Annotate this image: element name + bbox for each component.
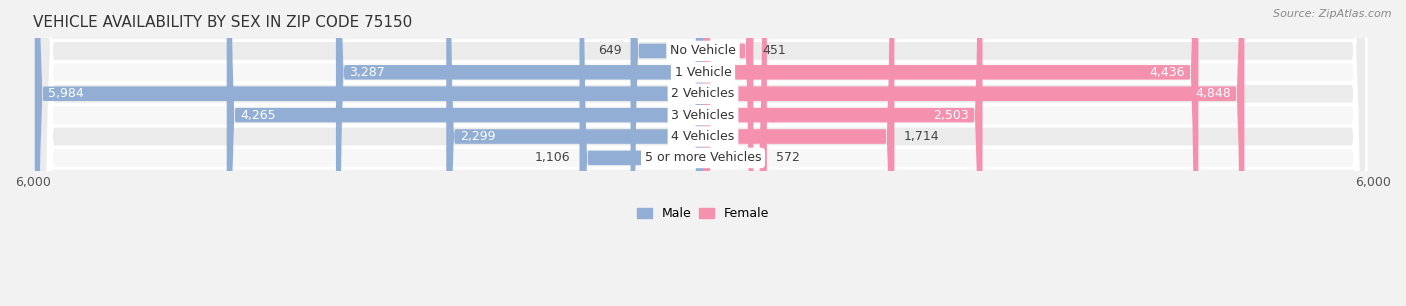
FancyBboxPatch shape (39, 0, 1367, 306)
FancyBboxPatch shape (703, 0, 1198, 306)
Text: 5,984: 5,984 (48, 87, 84, 100)
FancyBboxPatch shape (226, 0, 703, 306)
FancyBboxPatch shape (579, 0, 703, 306)
FancyBboxPatch shape (39, 0, 1367, 306)
Text: 572: 572 (776, 151, 800, 164)
FancyBboxPatch shape (703, 0, 983, 306)
Text: 2,299: 2,299 (460, 130, 495, 143)
FancyBboxPatch shape (703, 0, 754, 306)
Text: 5 or more Vehicles: 5 or more Vehicles (645, 151, 761, 164)
Text: 1,714: 1,714 (903, 130, 939, 143)
Legend: Male, Female: Male, Female (637, 207, 769, 220)
FancyBboxPatch shape (703, 0, 766, 306)
Text: 3,287: 3,287 (349, 66, 385, 79)
Text: 1 Vehicle: 1 Vehicle (675, 66, 731, 79)
FancyBboxPatch shape (336, 0, 703, 306)
FancyBboxPatch shape (39, 0, 1367, 306)
FancyBboxPatch shape (39, 0, 1367, 306)
FancyBboxPatch shape (446, 0, 703, 306)
Text: 4,265: 4,265 (240, 109, 276, 121)
Text: VEHICLE AVAILABILITY BY SEX IN ZIP CODE 75150: VEHICLE AVAILABILITY BY SEX IN ZIP CODE … (32, 15, 412, 30)
Text: Source: ZipAtlas.com: Source: ZipAtlas.com (1274, 9, 1392, 19)
FancyBboxPatch shape (39, 0, 1367, 306)
Text: 1,106: 1,106 (534, 151, 571, 164)
Text: 451: 451 (762, 44, 786, 58)
FancyBboxPatch shape (703, 0, 894, 306)
Text: 4 Vehicles: 4 Vehicles (672, 130, 734, 143)
Text: 649: 649 (598, 44, 621, 58)
Text: 2 Vehicles: 2 Vehicles (672, 87, 734, 100)
FancyBboxPatch shape (39, 0, 1367, 306)
Text: 4,848: 4,848 (1195, 87, 1232, 100)
FancyBboxPatch shape (35, 0, 703, 306)
Text: 2,503: 2,503 (934, 109, 969, 121)
FancyBboxPatch shape (703, 0, 1244, 306)
Text: 3 Vehicles: 3 Vehicles (672, 109, 734, 121)
Text: 4,436: 4,436 (1150, 66, 1185, 79)
FancyBboxPatch shape (630, 0, 703, 306)
Text: No Vehicle: No Vehicle (671, 44, 735, 58)
